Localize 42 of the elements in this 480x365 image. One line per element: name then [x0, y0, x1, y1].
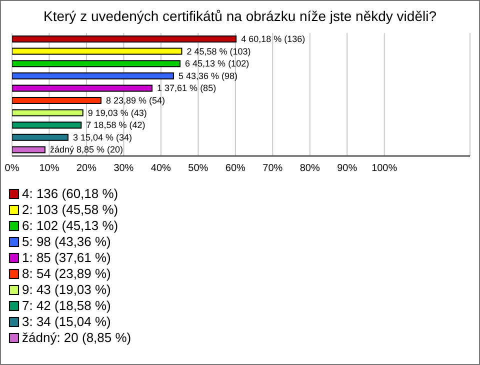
- category-label: 7 18,58 % (42): [86, 120, 146, 130]
- text: 7: 42 (18,58 %): [22, 298, 111, 314]
- text: 8: 54 (23,89 %): [22, 266, 111, 282]
- x-tick-label: 70%: [262, 163, 283, 174]
- category-label: 6 45,13 % (102): [185, 58, 250, 69]
- bar: [12, 122, 82, 129]
- bar: [12, 72, 174, 80]
- chart-title: Který z uvedených certifikátů na obrázku níže jste někdy viděli?: [42, 7, 438, 26]
- category-label: 8 23,89 % (54): [106, 96, 166, 106]
- x-tick-label: 30%: [114, 163, 134, 174]
- text: 5: 98 (43,36 %): [22, 234, 111, 250]
- text: 1: 85 (37,61 %): [22, 250, 111, 266]
- bar: [12, 97, 102, 104]
- text: 2: 103 (45,58 %): [22, 202, 118, 218]
- x-tick-label: 90%: [337, 163, 358, 174]
- category-label: 2 45,58 % (103): [186, 46, 251, 56]
- text: 6: 102 (45,13 %): [22, 218, 118, 234]
- category-label: 1 37,61 % (85): [157, 83, 216, 94]
- x-tick-label: 40%: [150, 163, 172, 174]
- bar: [12, 146, 46, 154]
- category-label: žádný 8,85 % (20): [50, 144, 123, 155]
- bar: [12, 134, 69, 141]
- x-tick-label: 0%: [4, 163, 20, 174]
- text: 9: 43 (19,03 %): [22, 282, 111, 298]
- bar: [12, 84, 153, 92]
- x-tick-label: 100%: [372, 163, 398, 174]
- category-label: 3 15,04 % (34): [73, 132, 132, 142]
- bar: [12, 60, 181, 68]
- x-tick-label: 60%: [225, 163, 246, 174]
- x-tick-label: 10%: [39, 163, 60, 174]
- category-label: 4 60,18 % (136): [241, 34, 306, 44]
- category-label: 5 43,36 % (98): [178, 70, 238, 81]
- bar: [12, 109, 84, 116]
- bar: [12, 36, 237, 42]
- x-tick-label: 80%: [300, 163, 320, 174]
- text: žádný: 20 (8,85 %): [22, 330, 132, 346]
- x-tick-label: 20%: [76, 163, 97, 174]
- x-tick-label: 50%: [188, 163, 208, 174]
- bar: [12, 48, 182, 55]
- text: 4: 136 (60,18 %): [22, 186, 118, 202]
- text: 3: 34 (15,04 %): [22, 314, 111, 330]
- category-label: 9 19,03 % (43): [88, 108, 147, 118]
